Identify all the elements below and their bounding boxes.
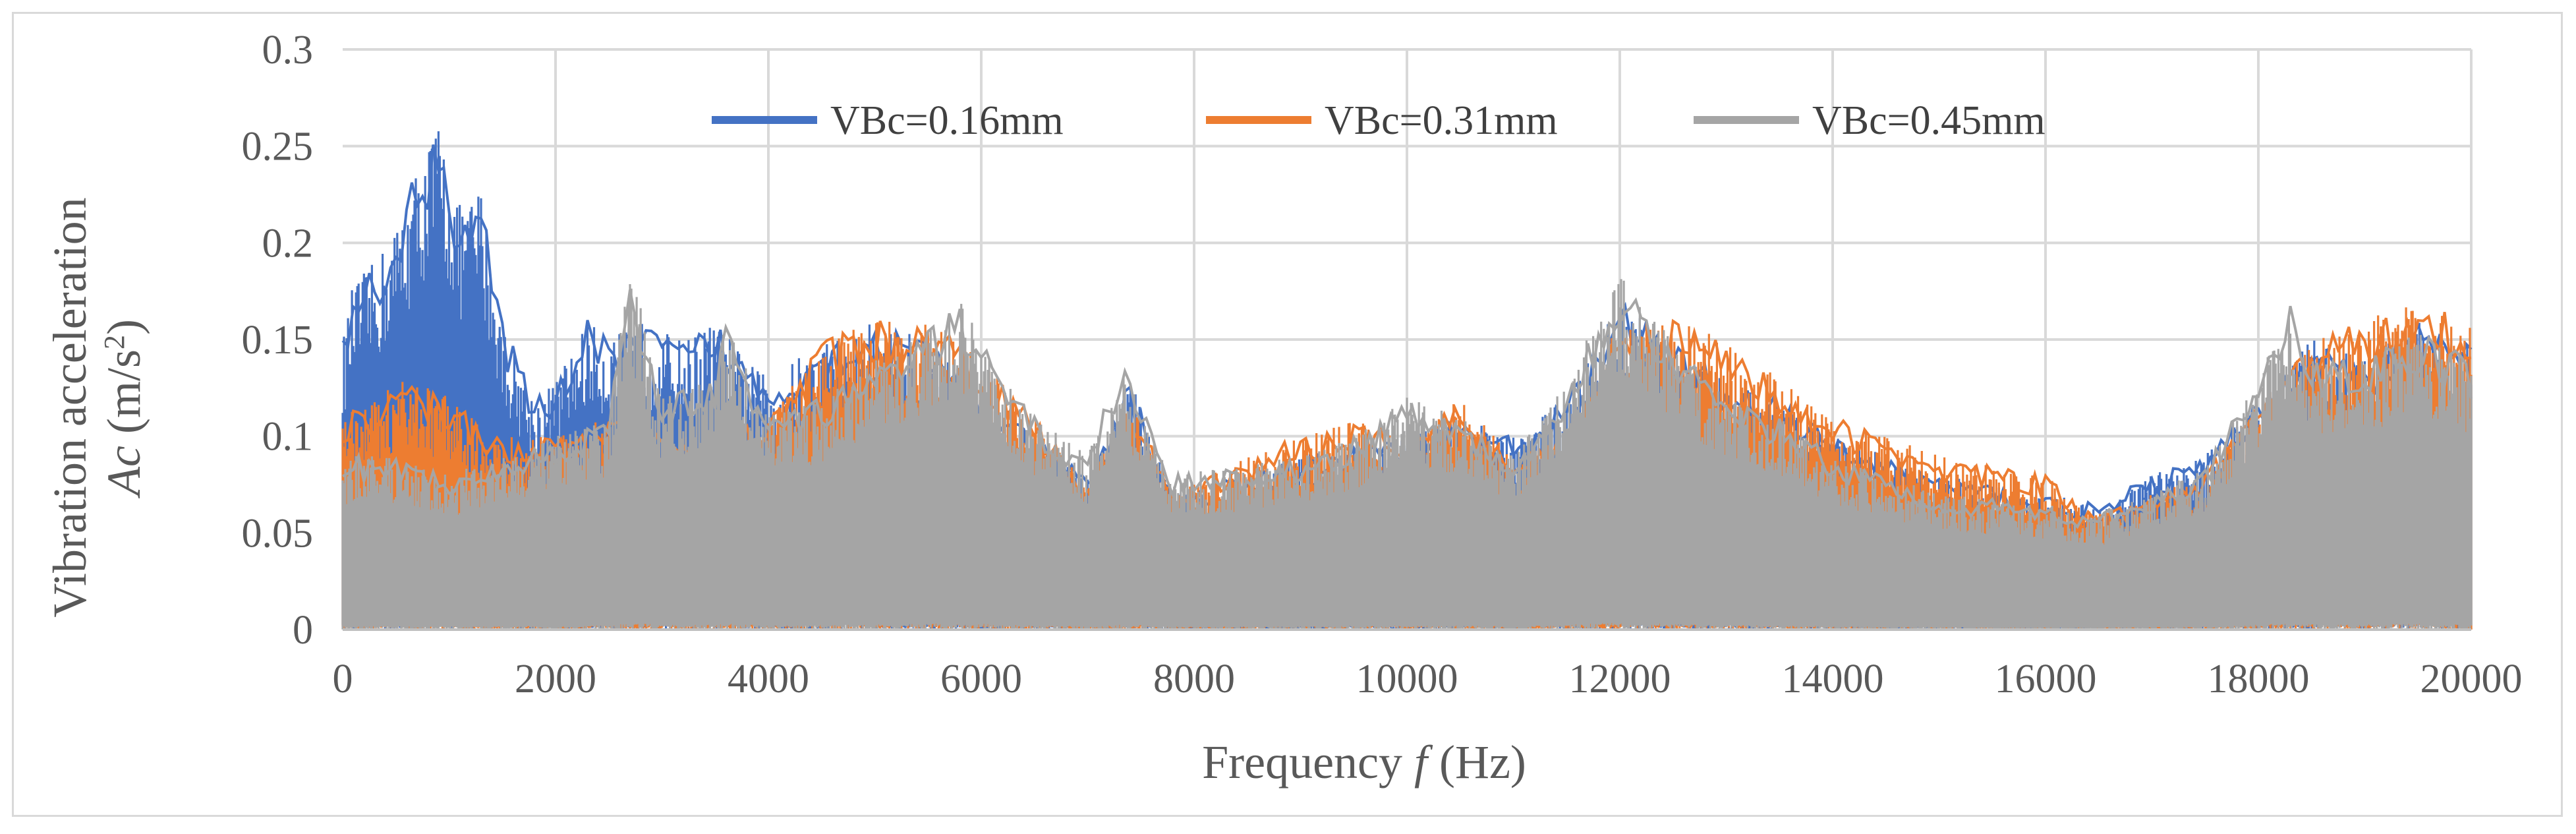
series-peak-line xyxy=(342,289,2473,529)
x-tick-label: 6000 xyxy=(940,657,1022,701)
x-tick-label: 10000 xyxy=(1356,657,1458,701)
y-tick-label: 0.3 xyxy=(262,28,314,73)
x-tick-label: 16000 xyxy=(1995,657,2097,701)
x-tick-label: 2000 xyxy=(515,657,596,701)
series-spectrum xyxy=(341,279,2473,630)
legend: VBc=0.16mm VBc=0.31mm VBc=0.45mm xyxy=(712,98,2046,143)
x-tick-label: 18000 xyxy=(2208,657,2310,701)
legend-label: VBc=0.16mm xyxy=(830,98,1064,143)
x-tick-label: 8000 xyxy=(1153,657,1235,701)
x-tick-label: 20000 xyxy=(2420,657,2523,701)
y-tick-label: 0.2 xyxy=(262,221,314,266)
series-3 xyxy=(341,279,2473,630)
x-tick-label: 4000 xyxy=(728,657,809,701)
legend-label: VBc=0.31mm xyxy=(1325,98,1558,143)
x-tick-label: 12000 xyxy=(1569,657,1671,701)
ticks-layer: 0 0.05 0.1 0.15 0.2 0.25 0.3 0 2000 4000 6000 8000 1… xyxy=(242,28,2523,701)
x-tick-label: 14000 xyxy=(1782,657,1884,701)
y-tick-label: 0.1 xyxy=(262,415,314,460)
y-tick-label: 0.25 xyxy=(242,125,314,169)
legend-item: VBc=0.16mm xyxy=(712,98,1064,143)
x-tick-label: 0 xyxy=(333,657,353,701)
y-axis-title: Vibration acceleration Ac (m/s2) xyxy=(43,197,150,617)
x-axis-title: Frequency f (Hz) xyxy=(1202,736,1526,789)
legend-item: VBc=0.31mm xyxy=(1206,98,1558,143)
y-tick-label: 0.15 xyxy=(242,318,314,363)
y-tick-label: 0.05 xyxy=(242,511,314,556)
legend-label: VBc=0.45mm xyxy=(1812,98,2046,143)
y-axis-title-line1: Vibration acceleration xyxy=(43,197,96,617)
legend-item: VBc=0.45mm xyxy=(1694,98,2046,143)
y-axis-title-line2: Ac (m/s2) xyxy=(98,319,150,498)
y-tick-label: 0 xyxy=(293,608,313,653)
series-layer xyxy=(341,131,2473,630)
